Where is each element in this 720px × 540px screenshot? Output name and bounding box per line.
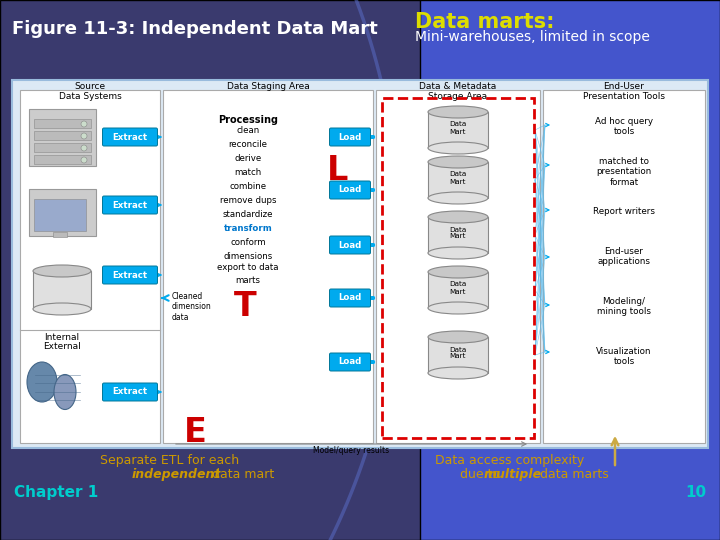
- Text: Cleaned
dimension
data: Cleaned dimension data: [172, 292, 212, 322]
- FancyBboxPatch shape: [330, 353, 371, 371]
- Text: Extract: Extract: [112, 388, 148, 396]
- Ellipse shape: [428, 266, 488, 278]
- FancyBboxPatch shape: [34, 199, 86, 231]
- Text: Data & Metadata
Storage Area: Data & Metadata Storage Area: [419, 82, 497, 102]
- Text: Data
Mart: Data Mart: [449, 122, 467, 134]
- Text: derive: derive: [235, 154, 261, 163]
- Ellipse shape: [428, 156, 488, 168]
- Text: Visualization
tools: Visualization tools: [596, 347, 652, 367]
- Text: export to data: export to data: [217, 263, 279, 272]
- Ellipse shape: [81, 121, 87, 127]
- Text: combine: combine: [230, 182, 266, 191]
- FancyBboxPatch shape: [330, 289, 371, 307]
- Text: conform: conform: [230, 238, 266, 247]
- Text: dimensions: dimensions: [223, 252, 273, 261]
- Text: data marts: data marts: [536, 468, 608, 481]
- Text: Ad hoc query
tools: Ad hoc query tools: [595, 117, 653, 137]
- Ellipse shape: [428, 211, 488, 223]
- Text: L: L: [328, 153, 348, 186]
- Text: Extract: Extract: [112, 132, 148, 141]
- Text: Data
Mart: Data Mart: [449, 347, 467, 360]
- FancyBboxPatch shape: [428, 337, 488, 373]
- FancyBboxPatch shape: [428, 217, 488, 253]
- Text: standardize: standardize: [222, 210, 274, 219]
- FancyBboxPatch shape: [34, 155, 91, 164]
- Text: Data Staging Area: Data Staging Area: [227, 82, 310, 91]
- FancyBboxPatch shape: [29, 189, 96, 236]
- Text: End-User
Presentation Tools: End-User Presentation Tools: [583, 82, 665, 102]
- Ellipse shape: [428, 302, 488, 314]
- Text: Extract: Extract: [112, 200, 148, 210]
- Ellipse shape: [428, 142, 488, 154]
- FancyBboxPatch shape: [29, 109, 96, 166]
- Text: matched to
presentation
format: matched to presentation format: [596, 157, 652, 187]
- FancyBboxPatch shape: [330, 128, 371, 146]
- Text: remove dups: remove dups: [220, 196, 276, 205]
- Text: reconcile: reconcile: [228, 140, 268, 149]
- Text: External: External: [43, 342, 81, 351]
- Text: due to: due to: [460, 468, 504, 481]
- Text: Report writers: Report writers: [593, 207, 655, 216]
- Ellipse shape: [428, 367, 488, 379]
- FancyBboxPatch shape: [12, 80, 708, 448]
- FancyBboxPatch shape: [33, 271, 91, 309]
- Text: data mart: data mart: [208, 468, 274, 481]
- Text: marts: marts: [235, 276, 261, 285]
- FancyBboxPatch shape: [428, 162, 488, 198]
- FancyBboxPatch shape: [330, 236, 371, 254]
- FancyBboxPatch shape: [102, 383, 158, 401]
- Text: Load: Load: [338, 294, 361, 302]
- FancyBboxPatch shape: [428, 112, 488, 148]
- Text: match: match: [235, 168, 261, 177]
- FancyBboxPatch shape: [34, 143, 91, 152]
- FancyBboxPatch shape: [102, 196, 158, 214]
- Ellipse shape: [81, 157, 87, 163]
- Text: Mini-warehouses, limited in scope: Mini-warehouses, limited in scope: [415, 30, 650, 44]
- FancyBboxPatch shape: [428, 272, 488, 308]
- Ellipse shape: [428, 192, 488, 204]
- Text: clean: clean: [236, 126, 260, 135]
- Ellipse shape: [54, 375, 76, 409]
- Text: Model/query results: Model/query results: [313, 446, 390, 455]
- Text: Modeling/
mining tools: Modeling/ mining tools: [597, 297, 651, 316]
- FancyBboxPatch shape: [102, 128, 158, 146]
- Text: transform: transform: [224, 224, 272, 233]
- Ellipse shape: [33, 265, 91, 277]
- Ellipse shape: [428, 106, 488, 118]
- Text: Load: Load: [338, 132, 361, 141]
- Text: Load: Load: [338, 186, 361, 194]
- FancyBboxPatch shape: [163, 90, 373, 443]
- Text: multiple: multiple: [484, 468, 542, 481]
- FancyBboxPatch shape: [34, 131, 91, 140]
- FancyBboxPatch shape: [34, 119, 91, 128]
- Text: Chapter 1: Chapter 1: [14, 485, 98, 500]
- FancyBboxPatch shape: [20, 90, 160, 443]
- Ellipse shape: [428, 247, 488, 259]
- Text: Data
Mart: Data Mart: [449, 226, 467, 240]
- Text: Separate ETL for each: Separate ETL for each: [100, 454, 240, 467]
- Text: Data marts:: Data marts:: [415, 12, 554, 32]
- FancyBboxPatch shape: [420, 0, 720, 540]
- Text: Source
Data Systems: Source Data Systems: [58, 82, 122, 102]
- Text: E: E: [184, 415, 207, 449]
- Text: independent: independent: [132, 468, 221, 481]
- FancyBboxPatch shape: [543, 90, 705, 443]
- Text: End-user
applications: End-user applications: [598, 247, 650, 266]
- Text: Data
Mart: Data Mart: [449, 281, 467, 294]
- Text: Data
Mart: Data Mart: [449, 172, 467, 185]
- Ellipse shape: [27, 362, 57, 402]
- Text: Load: Load: [338, 357, 361, 367]
- FancyBboxPatch shape: [376, 90, 540, 443]
- Text: Extract: Extract: [112, 271, 148, 280]
- Text: Load: Load: [338, 240, 361, 249]
- Text: Data access complexity: Data access complexity: [436, 454, 585, 467]
- FancyBboxPatch shape: [53, 232, 67, 237]
- Text: 10: 10: [685, 485, 706, 500]
- Ellipse shape: [428, 331, 488, 343]
- Text: Internal: Internal: [45, 333, 80, 342]
- Text: Processing: Processing: [218, 115, 278, 125]
- Ellipse shape: [81, 133, 87, 139]
- Text: Figure 11-3: Independent Data Mart: Figure 11-3: Independent Data Mart: [12, 20, 378, 38]
- Ellipse shape: [33, 303, 91, 315]
